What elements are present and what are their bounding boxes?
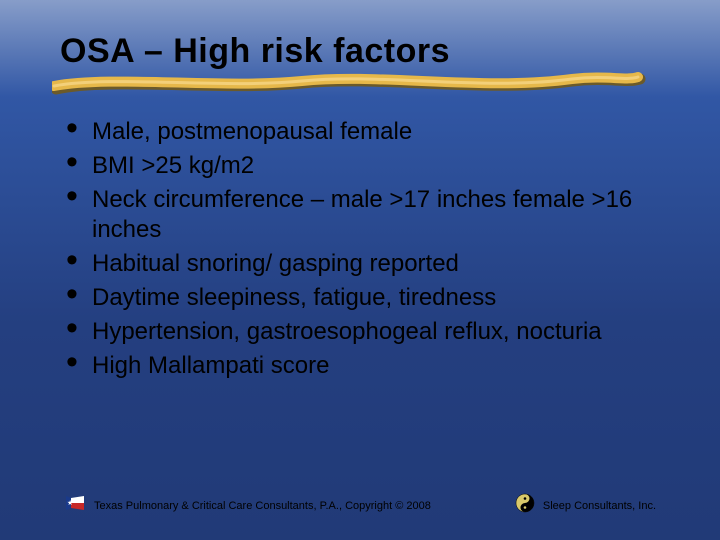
bullet-item: Daytime sleepiness, fatigue, tiredness <box>60 283 672 313</box>
footer-right-text: Sleep Consultants, Inc. <box>543 500 656 512</box>
bullet-item: Male, postmenopausal female <box>60 117 672 147</box>
slide-title: OSA – High risk factors <box>60 32 672 71</box>
footer-right: Sleep Consultants, Inc. <box>515 493 656 518</box>
texas-flag-icon: ★ <box>64 494 86 517</box>
bullet-item: High Mallampati score <box>60 351 672 381</box>
yinyang-icon <box>515 493 535 518</box>
svg-text:★: ★ <box>67 499 73 507</box>
bullet-item: Hypertension, gastroesophogeal reflux, n… <box>60 317 672 347</box>
slide: OSA – High risk factors Male, postmenopa… <box>0 0 720 540</box>
footer-left-text: Texas Pulmonary & Critical Care Consulta… <box>94 500 431 512</box>
bullet-item: Habitual snoring/ gasping reported <box>60 249 672 279</box>
footer-left: ★ Texas Pulmonary & Critical Care Consul… <box>64 494 515 517</box>
bullet-item: Neck circumference – male >17 inches fem… <box>60 185 672 245</box>
title-underline <box>60 71 672 99</box>
bullet-item: BMI >25 kg/m2 <box>60 151 672 181</box>
bullet-list: Male, postmenopausal female BMI >25 kg/m… <box>60 117 672 381</box>
footer: ★ Texas Pulmonary & Critical Care Consul… <box>0 493 720 518</box>
